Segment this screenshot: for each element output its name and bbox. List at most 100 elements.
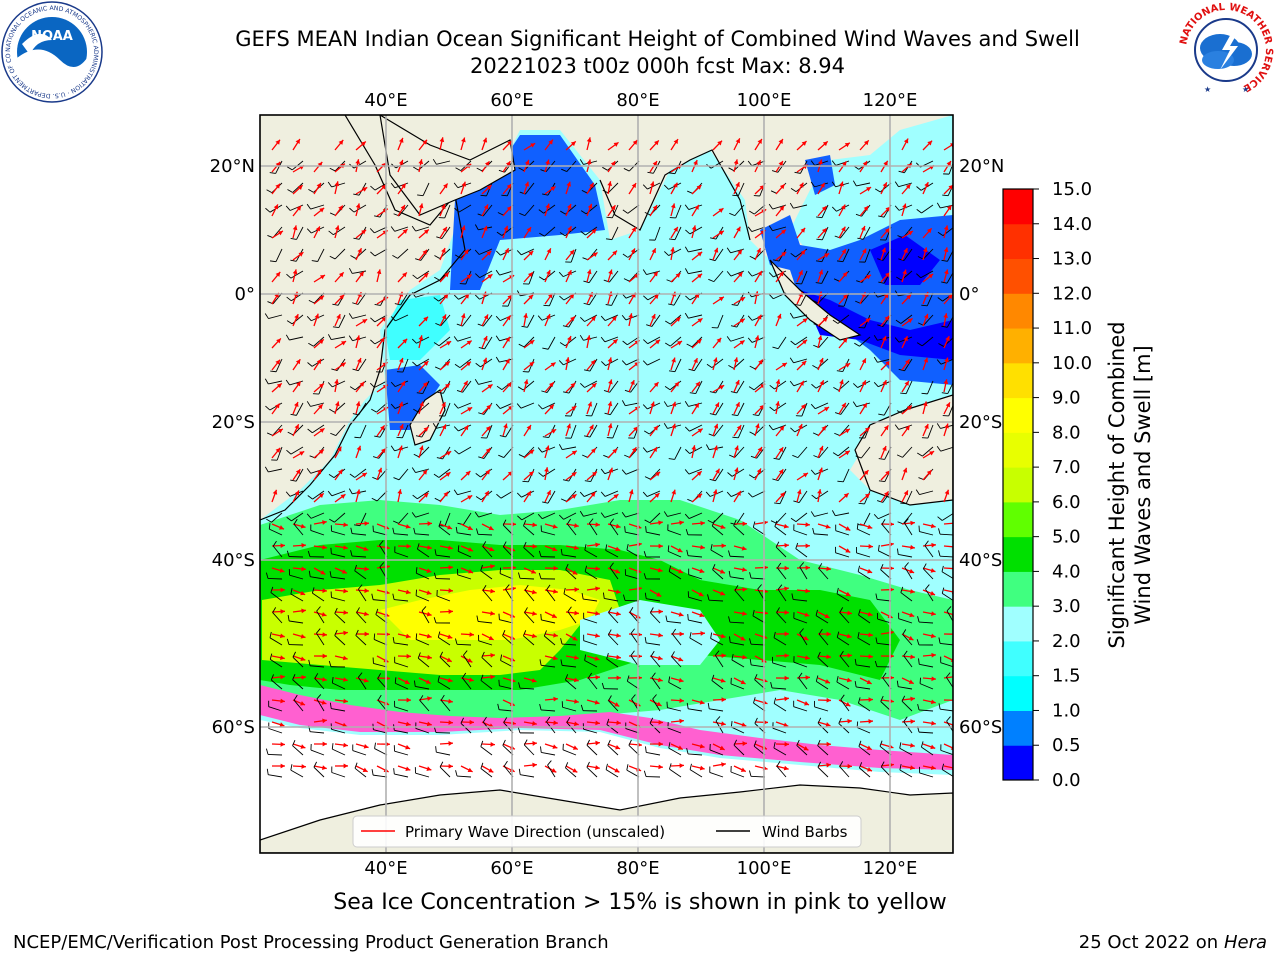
wave-arrow-head: [343, 545, 348, 550]
wave-arrow-head: [616, 633, 621, 638]
wave-arrow-head: [322, 677, 327, 682]
wave-arrow-head: [779, 425, 785, 431]
wave-arrow-head: [844, 428, 850, 434]
indonesia-deep: [800, 290, 953, 360]
wind-barb-feather: [290, 413, 297, 416]
wave-arrow-head: [778, 447, 784, 453]
wave-arrow-head: [338, 205, 343, 211]
wind-barb-staff: [940, 662, 953, 668]
wind-barb-staff: [879, 745, 892, 756]
wave-arrow-head: [931, 676, 936, 682]
wind-barb-feather: [815, 609, 818, 616]
wind-barb-feather: [839, 607, 844, 613]
wave-arrow-head: [400, 205, 405, 211]
wind-barb-staff: [729, 621, 745, 624]
wind-barb-feather: [749, 770, 752, 777]
wave-arrow-head: [656, 701, 662, 707]
wind-barb-feather: [543, 630, 547, 637]
wind-barb-feather: [838, 717, 842, 724]
wave-arrow-head: [465, 471, 471, 476]
wave-arrow-head: [338, 139, 344, 145]
wind-barb-staff: [269, 637, 283, 646]
wind-barb-staff: [605, 769, 619, 778]
wind-barb-staff: [275, 248, 283, 262]
wave-arrow-head: [446, 657, 452, 662]
wind-barb-staff: [646, 490, 661, 497]
wind-barb-staff: [715, 380, 724, 394]
wind-barb-feather: [836, 631, 840, 638]
wind-barb-feather: [374, 303, 381, 306]
wave-arrow-head: [820, 182, 825, 188]
wind-barb-feather: [327, 490, 333, 497]
wind-barb-feather: [411, 292, 417, 298]
wave-arrow-head: [945, 336, 950, 342]
wave-arrow-head: [922, 247, 928, 253]
wind-barb-staff: [730, 683, 745, 690]
wind-barb-staff: [710, 549, 724, 558]
wind-barb-feather: [495, 250, 501, 256]
wind-barb-feather: [668, 172, 676, 175]
wind-barb-feather: [307, 428, 313, 434]
wind-barb-feather: [775, 541, 780, 548]
wind-barb-staff: [499, 402, 514, 409]
wind-barb-feather: [938, 343, 944, 347]
wave-arrow-head: [530, 569, 536, 574]
wave-arrow-head: [355, 203, 361, 209]
wave-arrow-head: [301, 543, 306, 548]
wave-arrow-head: [380, 425, 385, 431]
wind-barb-feather: [438, 520, 442, 527]
wave-arrow-head: [381, 316, 387, 322]
wind-barb-feather: [264, 466, 269, 473]
wind-barb-feather: [433, 572, 437, 579]
wave-arrow-head: [697, 273, 703, 279]
wind-barb-feather: [816, 216, 823, 219]
wind-barb-staff: [394, 706, 409, 712]
map-field-layer: [260, 115, 953, 853]
wind-barb-staff: [688, 248, 703, 253]
wave-arrow-head: [735, 182, 740, 188]
wind-barb-feather: [840, 694, 845, 700]
wind-barb-staff: [821, 204, 829, 218]
wind-barb-feather: [896, 548, 899, 555]
wind-barb-feather: [498, 679, 500, 686]
wave-arrow-head: [301, 764, 306, 769]
wind-barb-staff: [565, 767, 577, 778]
wave-arrow-head: [757, 138, 762, 144]
wave-arrow-head: [444, 272, 449, 278]
wind-barb-feather: [332, 326, 339, 329]
wave-arrow-head: [343, 522, 348, 528]
wave-arrow-head: [841, 248, 846, 254]
wave-arrow-head: [488, 635, 494, 640]
wind-barb-feather: [563, 391, 570, 394]
wind-barb-feather: [878, 458, 885, 460]
wave-arrow-head: [654, 493, 660, 498]
colorbar-swatch: [1003, 223, 1033, 260]
wind-barb-feather: [831, 181, 836, 188]
wave-arrow-head: [528, 294, 534, 300]
wind-barb-feather: [350, 527, 353, 534]
wind-barb-feather: [629, 607, 634, 613]
wave-arrow-head: [595, 720, 600, 726]
wind-barb-staff: [856, 182, 871, 187]
wave-arrow-head: [592, 471, 597, 477]
wind-barb-feather: [517, 515, 523, 521]
wind-barb-staff: [609, 567, 619, 580]
wind-barb-feather: [352, 368, 359, 372]
wind-barb-feather: [374, 742, 376, 749]
wind-barb-staff: [753, 702, 766, 712]
wind-barb-staff: [549, 292, 556, 307]
wave-arrow-head: [594, 656, 600, 661]
wave-arrow-head: [571, 472, 577, 477]
wind-barb-staff: [733, 525, 745, 536]
wave-arrow-head: [571, 450, 577, 456]
wind-barb-staff: [523, 635, 535, 646]
wind-barb-staff: [940, 204, 953, 209]
colorbar-swatch: [1003, 258, 1033, 294]
wave-arrow-head: [671, 489, 676, 495]
wave-direction-arrow: [943, 522, 953, 525]
wind-barb-feather: [453, 426, 459, 432]
wind-barb-staff: [588, 523, 598, 536]
wind-barb-staff: [877, 642, 892, 646]
wave-arrow-head: [405, 744, 411, 750]
wind-barb-staff: [835, 512, 850, 517]
